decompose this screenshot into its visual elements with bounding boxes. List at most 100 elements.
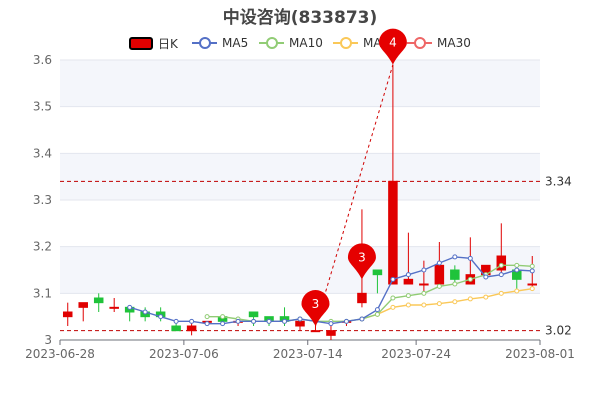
candle-body <box>357 292 367 304</box>
ma10-line-point <box>529 263 535 269</box>
mark-point-pin <box>378 28 407 65</box>
grid-band <box>60 60 540 107</box>
line-swatch-icon <box>407 36 432 50</box>
line-swatch-icon <box>333 36 358 50</box>
y-tick-label: 3.3 <box>33 193 52 207</box>
y-tick-label: 3.1 <box>33 286 52 300</box>
ma10-line-point <box>220 314 226 320</box>
candle-body <box>248 311 259 318</box>
line-swatch-icon <box>192 36 217 50</box>
ma20-line-point <box>452 299 458 305</box>
ma5-line-point <box>328 321 334 327</box>
ma10-line-point <box>405 293 411 299</box>
line-swatch-icon <box>259 36 284 50</box>
mark-point-pin <box>347 243 376 280</box>
ma5-line-point <box>235 318 241 324</box>
candle-body <box>171 325 181 332</box>
ma10-line-point <box>436 283 442 289</box>
y-tick-label: 3 <box>44 333 52 347</box>
ma5-line-point <box>282 318 288 324</box>
ma5-line-point <box>158 314 164 320</box>
candle-body <box>450 269 460 280</box>
legend-item-candle[interactable]: 日K <box>129 33 178 53</box>
mark-line-label: 3.02 <box>545 324 572 338</box>
ma20-line-point <box>498 290 504 296</box>
ma5-line-point <box>204 321 210 327</box>
x-tick-label: 2023-07-14 <box>273 347 343 361</box>
ma5-line-point <box>173 318 179 324</box>
y-tick-label: 3.4 <box>33 146 52 160</box>
ma5-line-point <box>390 276 396 282</box>
ma20-line-point <box>483 294 489 300</box>
ma10-line-point <box>452 281 458 287</box>
ma10-line-point <box>421 290 427 296</box>
x-tick-label: 2023-06-28 <box>25 347 95 361</box>
ma10-line-point <box>498 262 504 268</box>
legend-label: MA <box>363 36 382 50</box>
ma5-line-point <box>189 318 195 324</box>
candle-body <box>434 264 445 285</box>
ma10-line-point <box>467 276 473 282</box>
ma5-line-point <box>483 274 489 280</box>
x-tick-label: 2023-07-06 <box>149 347 219 361</box>
legend-label: MA30 <box>437 36 471 50</box>
candle-body <box>388 180 398 285</box>
mark-point-label: 4 <box>389 36 397 50</box>
candle-body <box>295 320 305 327</box>
ma5-line-point <box>343 318 349 324</box>
y-tick-label: 3.5 <box>33 100 52 114</box>
legend-item-ma20[interactable]: MA <box>333 33 382 53</box>
ma20-line-point <box>529 286 535 292</box>
ma20-line-point <box>514 288 520 294</box>
candle-body <box>62 311 73 318</box>
legend-item-ma30[interactable]: MA30 <box>407 33 471 53</box>
x-tick-label: 2023-07-24 <box>381 347 451 361</box>
ma10-line-point <box>514 262 520 268</box>
ma5-line-point <box>359 316 365 322</box>
candle-body <box>109 306 119 309</box>
candle-body <box>310 330 321 333</box>
legend-item-ma10[interactable]: MA10 <box>259 33 323 53</box>
ma20-line-point <box>421 302 427 308</box>
ma20-line-point <box>405 302 411 308</box>
grid-band <box>60 246 540 294</box>
ma20-line-point <box>390 304 396 310</box>
legend-label: 日K <box>158 36 178 51</box>
x-tick-label: 2023-08-01 <box>505 347 575 361</box>
mark-point-label: 3 <box>312 297 320 311</box>
ma5-line-point <box>436 260 442 266</box>
grid-band <box>60 153 540 200</box>
ma5-line-point <box>529 268 535 274</box>
legend-item-ma5[interactable]: MA5 <box>192 33 248 53</box>
ma5-line-point <box>220 321 226 327</box>
legend-label: MA5 <box>222 36 249 50</box>
candle-swatch-icon <box>129 36 153 50</box>
y-tick-label: 3.6 <box>33 53 52 67</box>
ma5-line-point <box>374 307 380 313</box>
ma10-line-point <box>204 314 210 320</box>
ma5-line-point <box>467 255 473 261</box>
ma5-line-point <box>452 254 458 260</box>
legend-label: MA10 <box>289 36 323 50</box>
legend: 日K MA5 MA10 MA MA30 <box>0 33 600 53</box>
mark-line-label: 3.34 <box>545 174 572 188</box>
ma5-line-point <box>421 267 427 273</box>
ma5-line-point <box>514 267 520 273</box>
candle-body <box>419 283 429 286</box>
ma5-line-point <box>266 318 272 324</box>
chart-title: 中设咨询(833873) <box>222 8 378 28</box>
ma5-line-point <box>498 272 504 278</box>
candle-body <box>326 330 336 336</box>
candle-body <box>78 302 88 308</box>
ma5-line-point <box>251 318 257 324</box>
candle-body <box>527 283 538 286</box>
candle-body <box>186 325 197 332</box>
mark-point-pin <box>301 290 330 326</box>
y-tick-label: 3.2 <box>33 240 52 254</box>
ma5-line-point <box>405 272 411 278</box>
ma20-line-point <box>436 301 442 307</box>
candle-body <box>93 297 104 304</box>
ma20-line <box>361 288 533 320</box>
